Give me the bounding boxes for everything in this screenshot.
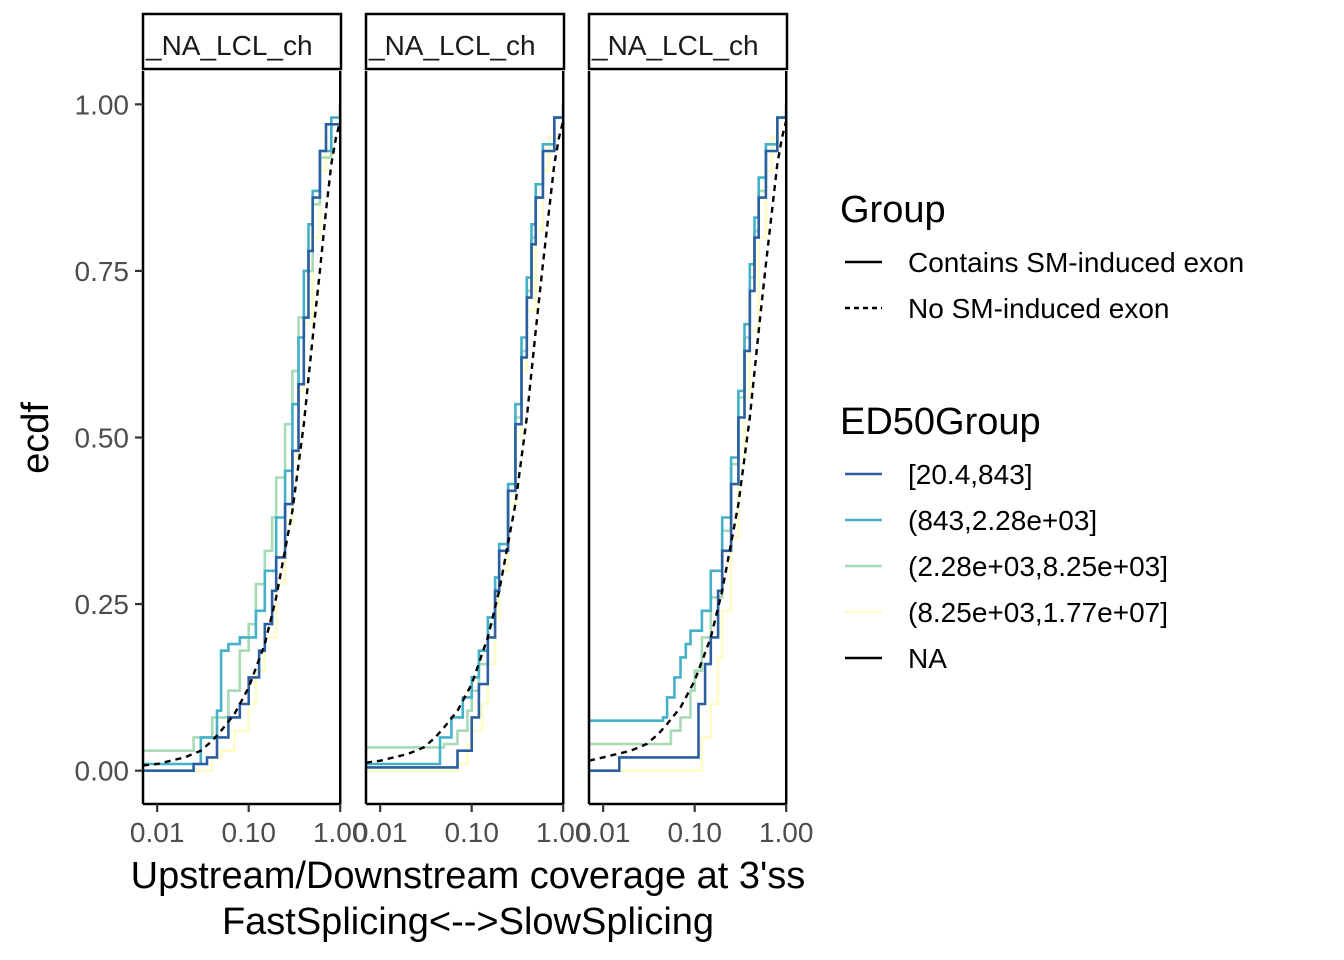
ecdf-series-line [589,117,787,762]
x-tick-label: 0.01 [353,817,408,848]
facet-panel: _NA_LCL_ch 0.01 0.10 1.00 [576,12,814,848]
ecdf-series-line [366,104,564,772]
ecdf-series-line [143,104,341,772]
x-tick-label: 1.00 [313,817,368,848]
facet-strip [141,12,343,71]
x-tick-label: 0.01 [130,817,185,848]
x-tick-label: 0.01 [576,817,631,848]
x-axis-title-line2: FastSplicing<-->SlowSplicing [222,901,714,943]
ecdf-series-line [143,104,341,766]
legend-title: ED50Group [840,401,1041,443]
legend-item-label: No SM-induced exon [908,293,1169,324]
x-tick-label: 0.10 [667,817,722,848]
legend-item-label: (2.28e+03,8.25e+03] [908,551,1168,582]
y-axis: 0.00 0.25 0.50 0.75 1.00 [75,89,143,787]
x-tick-label: 1.00 [759,817,814,848]
x-axis-title-line1: Upstream/Downstream coverage at 3'ss [131,855,806,897]
facet-panel: _NA_LCL_ch 0.01 0.10 1.00 [130,12,368,848]
facet-panel: _NA_LCL_ch 0.01 0.10 1.00 [353,12,591,848]
x-tick-label: 1.00 [536,817,591,848]
ecdf-series-line [589,104,787,746]
ecdf-series-line [143,117,341,767]
ecdf-series-line [366,117,564,764]
legend: Group Contains SM-induced exon No SM-induc… [840,189,1244,674]
legend-item-label: (8.25e+03,1.77e+07] [908,597,1168,628]
ecdf-series-line [589,104,787,772]
legend-item-label: NA [908,643,947,674]
facet-strip-label: _NA_LCL_ch [145,30,313,61]
legend-title: Group [840,189,946,231]
ecdf-series-line [366,104,564,749]
ecdf-series-line [143,104,341,752]
ecdf-series-line [143,104,341,772]
y-tick-label: 0.75 [75,256,130,287]
legend-item-label: Contains SM-induced exon [908,247,1244,278]
y-tick-label: 1.00 [75,89,130,120]
ecdf-series-line [589,104,787,772]
legend-group: ED50Group [20.4,843] (843,2.28e+03] (2.28e+… [840,401,1168,674]
x-tick-label: 0.10 [221,817,276,848]
legend-item-label: [20.4,843] [908,459,1033,490]
ecdf-series-line [589,104,787,722]
ecdf-series-line [366,104,564,769]
ecdf-series-line [366,104,564,766]
facet-strip-label: _NA_LCL_ch [591,30,759,61]
y-tick-label: 0.00 [75,756,130,787]
facet-strip [587,12,789,71]
facet-panels: _NA_LCL_ch 0.01 0.10 1.00 _NA_LCL_ch 0.01 0.10… [130,12,814,848]
facet-strip [364,12,566,71]
y-tick-label: 0.50 [75,423,130,454]
y-tick-label: 0.25 [75,589,130,620]
legend-group: Group Contains SM-induced exon No SM-induc… [840,189,1244,324]
x-tick-label: 0.10 [444,817,499,848]
y-axis-title: ecdf [15,402,57,474]
facet-strip-label: _NA_LCL_ch [368,30,536,61]
legend-item-label: (843,2.28e+03] [908,505,1097,536]
